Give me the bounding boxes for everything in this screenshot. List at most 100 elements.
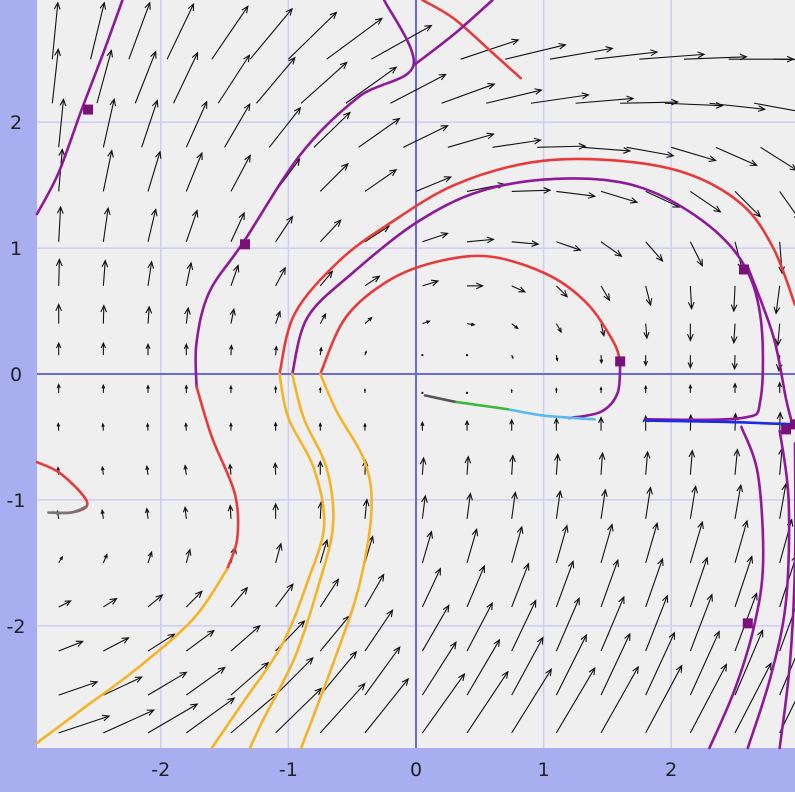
field-arrow: [268, 106, 302, 148]
field-arrow: [318, 422, 323, 431]
field-arrow: [145, 342, 151, 356]
field-arrow: [537, 142, 587, 150]
field-arrow: [275, 215, 294, 243]
field-arrow: [511, 240, 540, 247]
field-arrow: [511, 323, 519, 330]
trajectory-marker: [83, 104, 94, 115]
field-arrow: [645, 285, 653, 307]
field-arrow: [101, 422, 105, 431]
y-tick-label: -2: [7, 616, 26, 638]
field-arrow: [776, 411, 784, 431]
field-arrow: [643, 323, 650, 340]
trajectory-marker: [738, 264, 749, 275]
field-arrow: [319, 578, 340, 608]
field-arrow: [185, 100, 208, 148]
field-arrow: [600, 595, 625, 652]
field-arrow: [272, 502, 279, 519]
field-arrow: [185, 151, 203, 192]
trajectory: [506, 407, 596, 421]
x-tick-label: 1: [538, 759, 550, 781]
field-arrow: [643, 450, 651, 475]
field-arrow: [390, 73, 447, 104]
field-arrow: [422, 279, 440, 287]
field-arrow: [102, 149, 114, 192]
field-arrow: [58, 680, 99, 696]
field-arrow: [230, 264, 240, 287]
field-arrow: [643, 384, 648, 393]
field-arrow: [183, 464, 188, 475]
field-arrow: [184, 422, 188, 431]
field-arrow: [556, 241, 582, 252]
field-arrow: [422, 232, 449, 243]
field-arrow: [146, 384, 150, 393]
tick-labels: -2 -1 0 1 2 2 1 0 -1 -2: [7, 112, 678, 781]
field-arrow: [185, 697, 236, 734]
markers: [83, 104, 795, 629]
field-arrow: [505, 42, 567, 60]
field-arrow: [364, 350, 367, 356]
field-arrow: [319, 650, 358, 696]
field-arrow: [211, 5, 249, 60]
field-arrow: [598, 451, 606, 475]
field-arrow: [100, 341, 107, 356]
field-arrow: [687, 355, 694, 369]
field-arrow: [103, 637, 130, 652]
field-arrow: [779, 607, 795, 652]
x-tick-label: -1: [279, 759, 298, 781]
trajectory: [423, 394, 456, 404]
field-arrow: [182, 505, 189, 519]
field-arrow: [326, 17, 383, 60]
field-arrow: [731, 355, 738, 371]
field-arrow: [509, 454, 516, 475]
field-arrow: [464, 419, 470, 431]
trajectory: [746, 265, 794, 426]
field-arrow: [645, 557, 664, 608]
field-arrow: [56, 205, 64, 242]
axes: [37, 0, 795, 748]
field-arrow: [275, 583, 294, 608]
field-arrow: [422, 320, 431, 325]
field-arrow: [555, 489, 563, 519]
field-arrow: [58, 714, 111, 734]
field-arrow: [688, 383, 693, 393]
field-arrow: [100, 304, 108, 324]
field-arrow: [51, 47, 61, 104]
x-tick-label: 0: [410, 759, 422, 781]
field-arrow: [555, 666, 596, 734]
trajectory: [35, 0, 124, 216]
field-arrow: [645, 664, 683, 734]
trajectory: [746, 429, 791, 750]
field-arrow: [555, 285, 569, 298]
field-arrow: [100, 465, 105, 475]
field-arrow: [734, 191, 762, 218]
field-arrow: [779, 657, 795, 696]
field-arrow: [420, 420, 425, 431]
field-arrow: [185, 261, 194, 286]
field-arrow: [511, 599, 537, 652]
field-arrow: [639, 51, 706, 60]
field-arrow: [687, 323, 694, 342]
trajectory: [299, 372, 373, 750]
field-arrow: [102, 206, 111, 242]
trajectory-marker: [615, 356, 626, 367]
field-arrow: [319, 682, 366, 734]
field-arrow: [229, 307, 236, 324]
field-arrow: [594, 49, 659, 60]
trajectory: [421, 0, 522, 80]
field-arrow: [364, 169, 398, 192]
field-arrow: [600, 523, 614, 564]
field-arrow: [274, 345, 279, 356]
field-arrow: [421, 354, 424, 357]
field-arrow: [249, 7, 293, 60]
field-arrow: [96, 49, 113, 104]
trajectory: [195, 385, 240, 571]
field-arrow: [643, 355, 649, 367]
field-arrow: [779, 191, 795, 218]
y-tick-label: 1: [10, 238, 22, 260]
field-arrow: [511, 636, 544, 696]
field-arrow: [272, 461, 278, 475]
field-arrow: [319, 538, 329, 564]
field-arrow: [734, 555, 754, 608]
field-arrow: [466, 527, 479, 564]
field-arrow: [689, 630, 720, 696]
